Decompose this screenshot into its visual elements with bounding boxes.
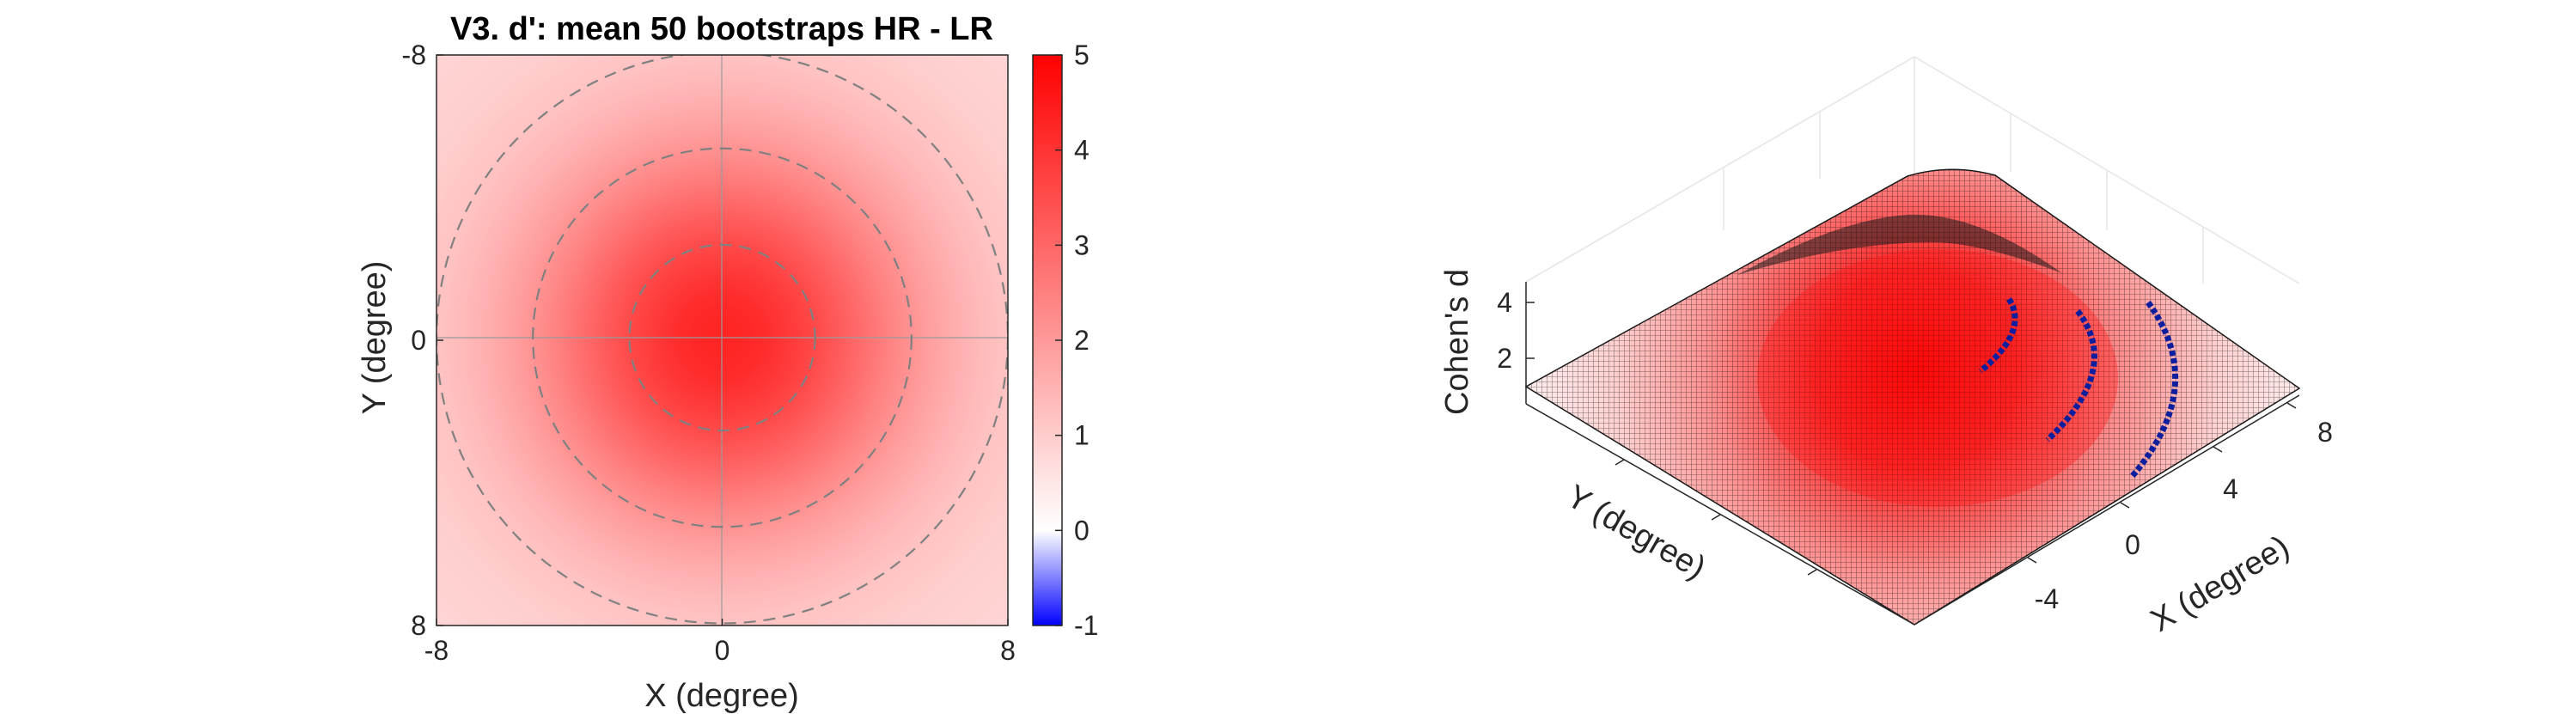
colorbar-tick-label: 0 xyxy=(1074,515,1090,546)
z-axis xyxy=(1525,282,1535,404)
arc-outer xyxy=(2128,300,2179,480)
x-tick-neg4: -4 xyxy=(2035,583,2059,614)
heatmap-title: V3. d': mean 50 bootstraps HR - LR xyxy=(450,11,993,47)
x-tick-4: 4 xyxy=(2223,473,2238,504)
contour-ring-2 xyxy=(532,147,913,528)
contour-rings xyxy=(436,55,1008,625)
colorbar-tick-label: 3 xyxy=(1074,229,1090,260)
surface-contour-arcs xyxy=(1978,297,2179,480)
z-tick-4: 4 xyxy=(1497,287,1512,318)
surface-ridge-shadow xyxy=(1737,214,2062,275)
surface-panel: 4 2 Cohen's d -4 0 4 8 X (degree) Y (deg… xyxy=(1439,56,2333,639)
colorbar-ticks: 5 4 3 2 1 0 -1 xyxy=(1055,40,1098,641)
z-axis-label: Cohen's d xyxy=(1439,269,1475,415)
heatmap-y-label: Y (degree) xyxy=(357,261,393,415)
contour-ring-1 xyxy=(628,243,816,432)
y-tick-label: 0 xyxy=(411,325,426,356)
x-tick-label: 0 xyxy=(715,635,730,666)
y-tick-label: 8 xyxy=(411,610,426,641)
colorbar-tick-label: -1 xyxy=(1074,610,1098,641)
front-axes xyxy=(1525,394,2300,626)
x-tick-8: 8 xyxy=(2317,417,2333,448)
y-tick-label: -8 xyxy=(402,40,426,70)
x-tick-label: -8 xyxy=(424,635,449,666)
z-tick-2: 2 xyxy=(1497,343,1512,374)
colorbar-tick-label: 1 xyxy=(1074,420,1090,451)
arc-middle xyxy=(2045,308,2097,442)
surface-peak xyxy=(1757,249,2118,507)
heatmap-panel: -8 0 8-808 V3. d': mean 50 bootstraps HR -… xyxy=(357,11,1098,714)
colorbar-tick-label: 4 xyxy=(1074,135,1090,166)
arc-inner xyxy=(1978,297,2018,374)
heatmap-ticks: -8 0 8-808 xyxy=(402,40,1016,666)
y-axis-label-3d: Y (degree) xyxy=(1560,479,1712,587)
x-axis-label-3d: X (degree) xyxy=(2145,528,2296,638)
colorbar-tick-label: 5 xyxy=(1074,40,1090,70)
colorbar-tick-label: 2 xyxy=(1074,325,1090,356)
x-tick-0: 0 xyxy=(2125,529,2140,560)
heatmap-x-label: X (degree) xyxy=(644,678,799,714)
surface-mesh xyxy=(1526,169,2299,625)
x-tick-label: 8 xyxy=(1000,635,1016,666)
